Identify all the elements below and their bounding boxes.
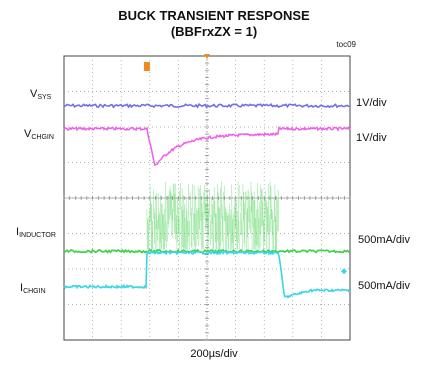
scale-vsys: 1V/div [356,97,387,109]
ichgin-marker [341,268,347,275]
scale-vchgin: 1V/div [356,132,387,144]
trigger-marker [204,54,210,59]
scale-iinductor: 500mA/div [358,234,410,246]
inductor-baseline [63,248,350,254]
scale-ichgin: 500mA/div [358,280,410,292]
label-vchgin: VCHGIN [24,128,54,141]
trace-vchgin [63,125,351,167]
chart-title: BUCK TRANSIENT RESPONSE [118,8,310,23]
figure-code: toc09 [336,40,356,49]
event-marker [143,62,150,71]
trace-iinductor [63,181,350,254]
trace-ichgin [63,249,351,299]
chart-subtitle: (BBFrxZX = 1) [170,24,258,39]
trace-vsys [63,103,350,109]
x-scale-label: 200µs/div [190,348,238,360]
inductor-burst [146,181,279,250]
label-vsys: VSYS [30,88,52,101]
label-ichgin: ICHGIN [20,282,46,295]
label-iinductor: IINDUCTOR [16,226,56,239]
